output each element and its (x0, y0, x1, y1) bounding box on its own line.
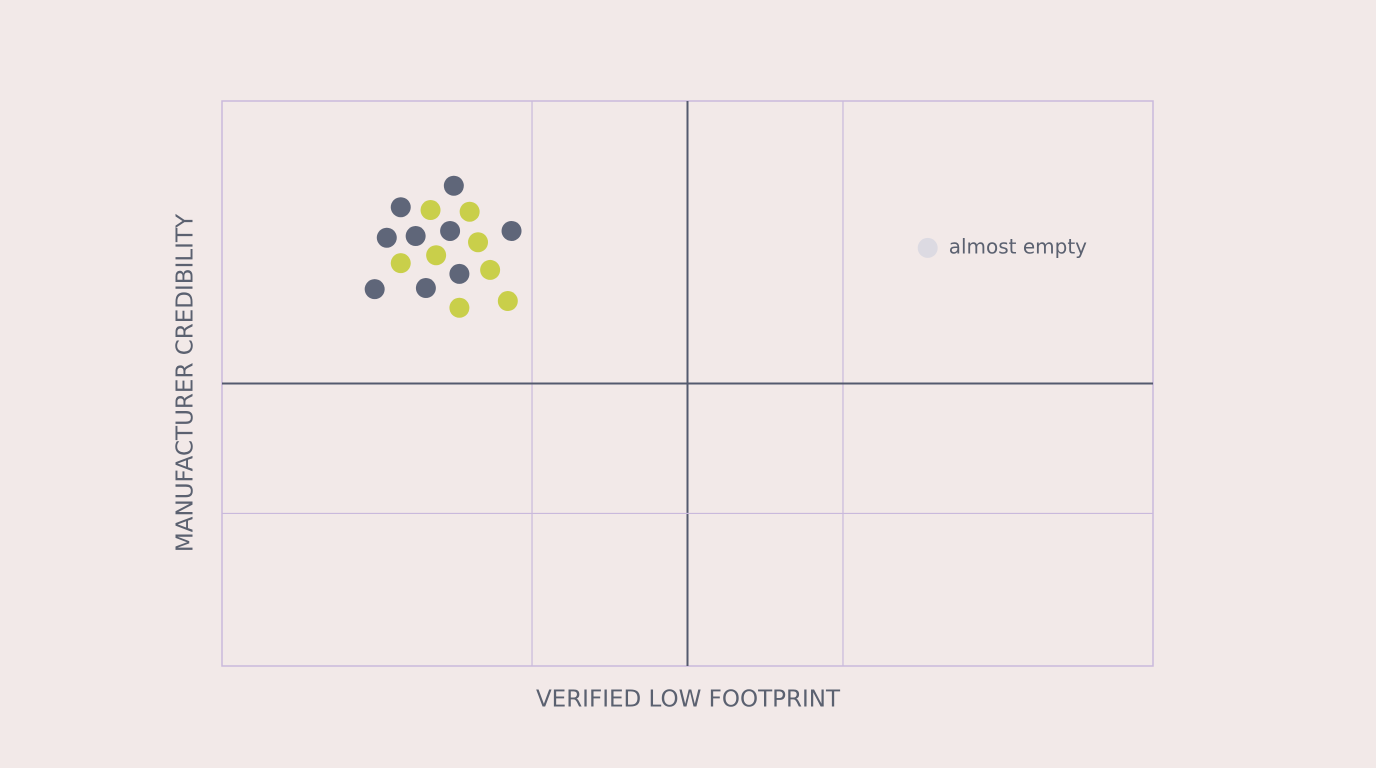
point (449, 263, 470, 284)
point (468, 232, 489, 253)
point (459, 201, 480, 222)
point (420, 200, 441, 221)
y-axis-label: MANUFACTURER CREDIBILITY (173, 213, 199, 552)
point (390, 197, 411, 218)
point (480, 259, 501, 280)
point (364, 279, 385, 300)
x-axis-label: VERIFIED LOW FOOTPRINT (536, 687, 841, 713)
point (415, 278, 436, 299)
point (501, 220, 522, 241)
point (405, 226, 426, 247)
point (376, 227, 397, 248)
point (449, 297, 470, 318)
point (443, 175, 464, 196)
annotation: almost empty (949, 234, 1087, 258)
annotation-marker (917, 237, 938, 258)
point (497, 291, 518, 312)
point (390, 253, 411, 274)
point (426, 245, 447, 266)
point (440, 220, 461, 241)
